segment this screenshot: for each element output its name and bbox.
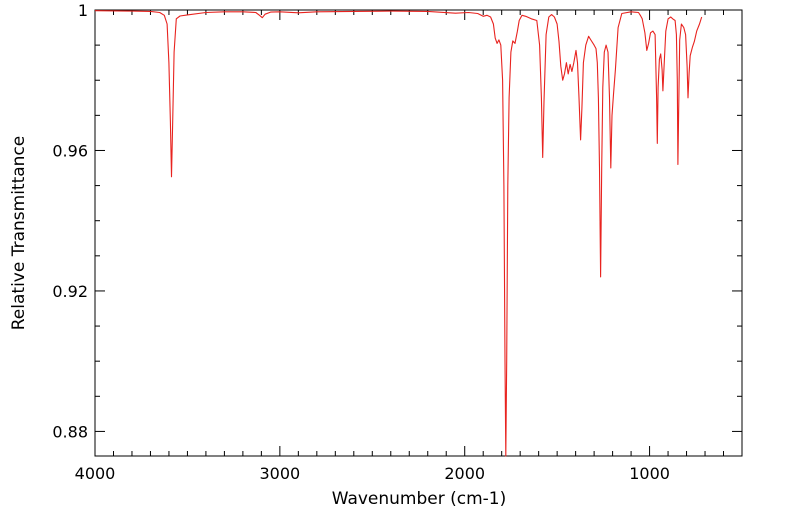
y-axis-title: Relative Transmittance: [9, 136, 29, 331]
x-tick-label: 3000: [259, 464, 300, 483]
y-tick-label: 0.88: [52, 422, 88, 441]
y-tick-label: 1: [78, 1, 88, 20]
x-tick-labels: 4000 3000 2000 1000: [75, 464, 670, 483]
y-tick-label: 0.92: [52, 282, 88, 301]
major-ticks: [94, 9, 742, 456]
spectrum-line: [94, 10, 703, 457]
minor-ticks: [95, 10, 743, 456]
x-tick-label: 2000: [444, 464, 485, 483]
x-tick-label: 4000: [75, 464, 116, 483]
plot-frame: [94, 9, 743, 457]
x-tick-label: 1000: [629, 464, 670, 483]
y-tick-label: 0.96: [52, 141, 88, 160]
y-tick-labels: 1 0.96 0.92 0.88: [52, 1, 88, 441]
x-axis-title: Wavenumber (cm-1): [332, 489, 507, 509]
